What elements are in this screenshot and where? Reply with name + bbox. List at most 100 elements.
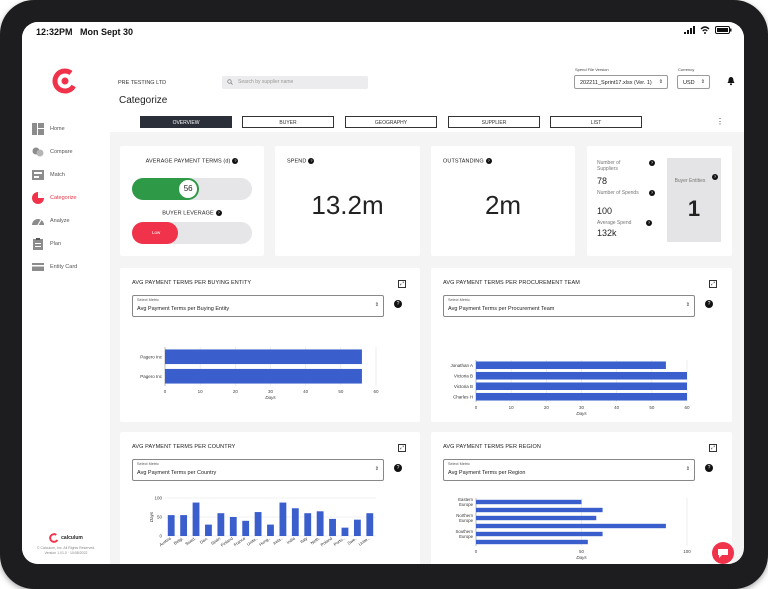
tab-label: LIST: [590, 120, 602, 126]
info-icon[interactable]: ?: [649, 160, 655, 166]
sidebar-item-match[interactable]: Match: [32, 166, 65, 184]
x-tick-label: Austria: [158, 535, 172, 547]
bar: [180, 515, 188, 536]
x-tick-label: 0: [475, 405, 478, 410]
x-tick-label: 0: [475, 549, 478, 554]
chevron-updown-icon: ⇕: [374, 466, 379, 472]
info-icon[interactable]: ?: [485, 158, 492, 164]
sidebar-item-home[interactable]: Home: [32, 120, 65, 138]
footer-copyright: © Calculum, Inc. All Rights Reserved.: [36, 546, 96, 550]
help-icon[interactable]: ?: [705, 464, 713, 472]
bell-icon[interactable]: [726, 76, 736, 86]
bar: [476, 523, 666, 529]
suppliers-value: 78: [597, 176, 608, 186]
info-icon[interactable]: ?: [215, 210, 222, 216]
spend-file-value: 202211_Sprint17.xlsx (Ver. 1): [580, 80, 652, 86]
x-axis-label: Days: [265, 395, 276, 400]
tab-buyer[interactable]: BUYER: [242, 116, 334, 128]
sidebar-item-plan[interactable]: Plan: [32, 235, 61, 253]
footer-version: Version 1.01.0 · 10/08/2022: [44, 551, 88, 555]
metric-select[interactable]: Select Metric Avg Payment Terms per Proc…: [443, 295, 695, 317]
x-tick-label: Unite..: [246, 536, 259, 547]
bar: [476, 515, 597, 521]
metric-select-value: Avg Payment Terms per Country: [137, 470, 217, 476]
match-icon: [32, 170, 44, 180]
help-icon[interactable]: ?: [705, 300, 713, 308]
more-options-icon[interactable]: ⋮: [716, 117, 724, 126]
bar: [476, 499, 582, 505]
x-tick-label: 60: [373, 389, 379, 394]
sidebar-item-analyze[interactable]: Analyze: [32, 212, 70, 230]
expand-icon[interactable]: ⤢: [709, 280, 717, 288]
spend-file-label: Spend File Version: [575, 67, 609, 72]
country-chart-card: AVG PAYMENT TERMS PER COUNTRY ⤢ Select M…: [120, 432, 420, 564]
expand-icon[interactable]: ⤢: [709, 444, 717, 452]
y-tick-label: Europe: [459, 534, 473, 539]
x-tick-label: 50: [338, 389, 344, 394]
metric-select[interactable]: Select Metric Avg Payment Terms per Regi…: [443, 459, 695, 481]
info-icon[interactable]: ?: [712, 174, 718, 180]
x-tick-label: Swed.: [184, 536, 196, 547]
tab-list[interactable]: LIST: [550, 116, 642, 128]
help-icon[interactable]: ?: [394, 464, 402, 472]
metric-select[interactable]: Select Metric Avg Payment Terms per Coun…: [132, 459, 384, 481]
bar: [476, 361, 666, 370]
info-icon[interactable]: ?: [308, 158, 315, 164]
sidebar-item-label: Analyze: [50, 218, 70, 224]
company-name: PRE TESTING LTD: [118, 80, 167, 86]
y-tick-label: Europe: [459, 518, 473, 523]
x-tick-label: 20: [544, 405, 550, 410]
bar: [291, 508, 299, 536]
x-tick-label: Finland: [220, 535, 235, 547]
spend-file-select[interactable]: 202211_Sprint17.xlsx (Ver. 1) ⇕: [574, 75, 668, 89]
info-icon[interactable]: ?: [232, 158, 239, 164]
calculum-logo-icon: [52, 68, 78, 94]
bar: [329, 518, 336, 536]
entity-card-icon: [32, 263, 44, 271]
tab-overview[interactable]: OVERVIEW: [140, 116, 232, 128]
x-tick-label: 60: [684, 405, 690, 410]
tab-label: BUYER: [279, 120, 297, 126]
sidebar-item-label: Categorize: [50, 195, 77, 201]
tab-supplier[interactable]: SUPPLIER: [448, 116, 540, 128]
chart-title: AVG PAYMENT TERMS PER COUNTRY: [132, 444, 236, 450]
outstanding-title: OUTSTANDING?: [443, 158, 492, 165]
tab-label: OVERVIEW: [172, 120, 200, 126]
search-input[interactable]: Search by supplier name: [222, 76, 368, 89]
battery-icon: [715, 26, 732, 34]
sidebar-item-categorize[interactable]: Categorize: [32, 189, 77, 207]
tab-label: SUPPLIER: [481, 120, 507, 126]
bar: [341, 527, 349, 536]
y-tick-label: 100: [154, 496, 162, 501]
x-tick-label: Spain: [210, 535, 222, 546]
help-icon[interactable]: ?: [394, 300, 402, 308]
tablet-screen: 12:32PM Mon Sept 30 Home Compare Match C…: [22, 22, 744, 564]
chat-button[interactable]: [712, 542, 734, 564]
x-tick-label: Irela..: [272, 536, 283, 546]
x-tick-label: 0: [164, 389, 167, 394]
y-tick-label: 50: [157, 515, 163, 520]
status-icons: [684, 26, 732, 34]
expand-icon[interactable]: ⤢: [398, 444, 406, 452]
x-tick-label: 30: [579, 405, 585, 410]
expand-icon[interactable]: ⤢: [398, 280, 406, 288]
y-axis-label: Days: [149, 511, 154, 522]
search-placeholder: Search by supplier name: [238, 79, 294, 85]
info-icon[interactable]: ?: [649, 190, 655, 196]
spends-value: 100: [597, 206, 613, 216]
bar: [279, 502, 287, 536]
bar: [476, 539, 588, 545]
y-tick-label: Eastern: [458, 497, 473, 502]
metric-select[interactable]: Select Metric Avg Payment Terms per Buyi…: [132, 295, 384, 317]
bar: [254, 512, 262, 536]
bar: [476, 371, 687, 380]
sidebar-item-entity-card[interactable]: Entity Card: [32, 258, 77, 276]
user-icon[interactable]: [743, 76, 744, 86]
tab-geography[interactable]: GEOGRAPHY: [345, 116, 437, 128]
sidebar-item-compare[interactable]: Compare: [32, 143, 73, 161]
counts-card: Number of Suppliers ? 78 Number of Spend…: [587, 146, 732, 256]
info-icon[interactable]: ?: [646, 220, 652, 226]
categorize-icon: [32, 192, 44, 204]
buyer-entities-box: Buyer Entities ? 1: [667, 158, 721, 242]
currency-select[interactable]: USD ⇕: [677, 75, 710, 89]
